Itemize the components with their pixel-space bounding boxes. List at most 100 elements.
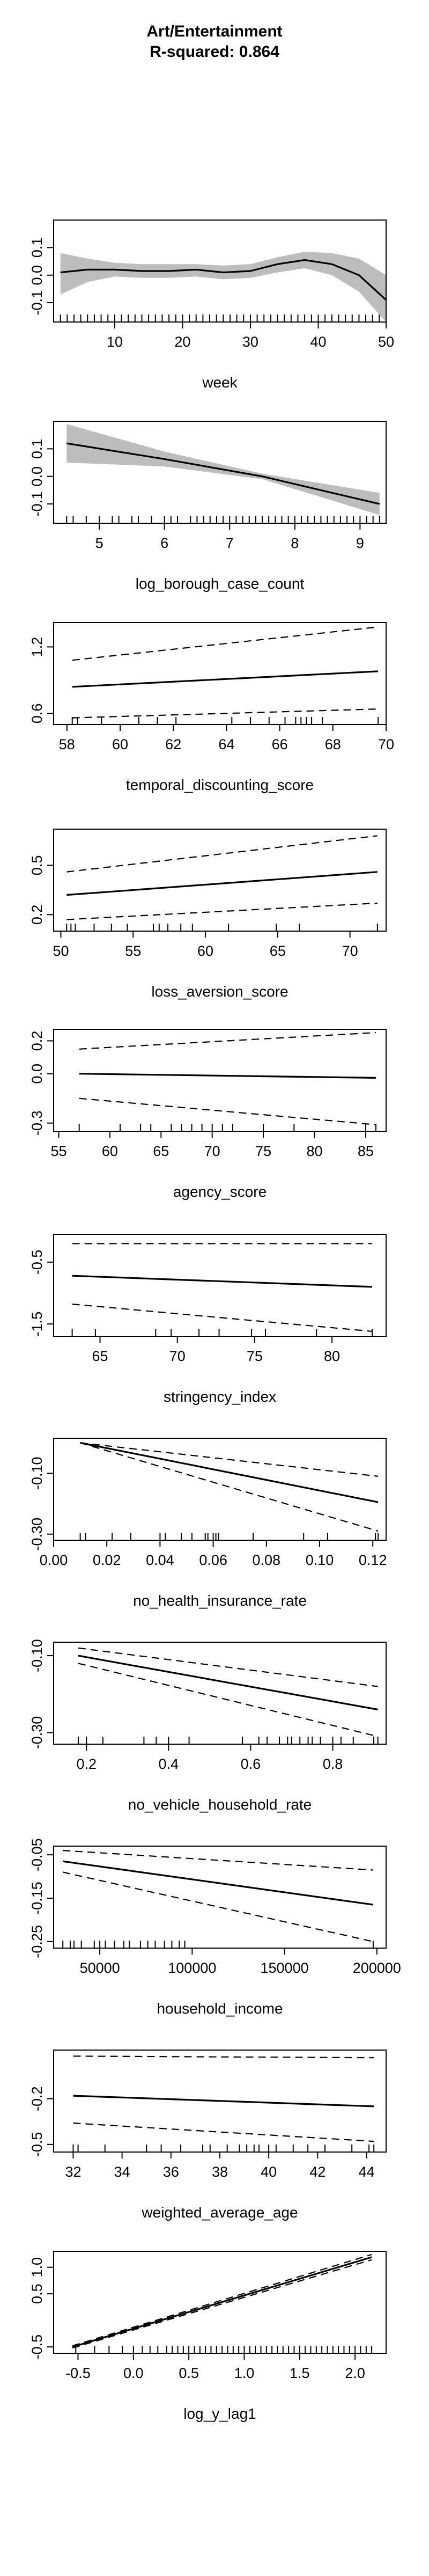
y-tick-label: 0.5	[29, 855, 45, 876]
plot-frame	[53, 829, 387, 932]
x-tick-label: 50	[378, 334, 394, 350]
fitted-effect-line	[73, 2095, 374, 2107]
x-tick-label: 10	[107, 334, 123, 350]
y-tick-label: 0.0	[29, 265, 45, 286]
figure-subtitle: R-squared: 0.864	[150, 43, 279, 61]
upper-ci-line	[63, 1850, 373, 1871]
y-tick-label: -0.05	[29, 1838, 45, 1871]
x-tick-label: 0.6	[241, 1756, 261, 1772]
plot-frame	[53, 421, 387, 524]
confidence-band	[60, 252, 386, 322]
x-tick-label: 70	[169, 1348, 186, 1364]
panel-6: 65 70 75 80 -1.5 -0.5 stringency_index	[29, 1234, 387, 1405]
lower-ci-line	[72, 708, 379, 719]
fitted-effect-line	[62, 1860, 374, 1906]
plot-frame	[53, 2251, 387, 2354]
lower-ci-line	[73, 2123, 374, 2142]
x-tick-label: 0.12	[359, 1552, 387, 1568]
x-tick-label: 70	[378, 736, 394, 752]
y-tick-label: 1.2	[29, 637, 45, 657]
y-tick-label: -0.30	[29, 1716, 45, 1750]
y-tick-label: 1.0	[29, 2257, 45, 2278]
fitted-effect-line	[72, 1275, 373, 1288]
panel-4: 50 55 60 65 70 0.2 0.5 loss_aversion_score	[29, 829, 387, 1000]
x-tick-label: -0.5	[65, 2365, 91, 2381]
x-tick-label: 44	[359, 2164, 375, 2180]
panel-5: 55 60 65 70 75 80 85 -0.3 0.0 0.2 agency_score	[29, 1029, 387, 1200]
y-tick-label: 0.0	[29, 466, 45, 487]
lower-ci-line	[72, 2259, 372, 2349]
y-tick-label: 0.1	[29, 238, 45, 258]
lower-ci-line	[78, 1663, 378, 1737]
fitted-effect-line	[79, 1073, 376, 1079]
panel-1: 10 20 30 40 50 -0.1 0.0 0.1 week	[29, 219, 394, 391]
fitted-effect-line	[60, 259, 387, 301]
x-tick-label: 0.06	[199, 1552, 227, 1568]
y-tick-label: 0.5	[29, 2284, 45, 2304]
lower-ci-line	[79, 1097, 376, 1125]
x-tick-label: 40	[261, 2164, 277, 2180]
plot-frame	[53, 1029, 387, 1132]
x-tick-label: 7	[226, 535, 234, 551]
x-tick-label: 70	[342, 943, 358, 959]
x-axis-title: no_vehicle_household_rate	[128, 1796, 312, 1813]
x-tick-label: 60	[197, 943, 213, 959]
x-tick-label: 75	[255, 1143, 271, 1159]
panel-7: 0.00 0.02 0.04 0.06 0.08 0.10 0.12 -0.30 -0.10 no…	[29, 1438, 387, 1609]
upper-ci-line	[79, 1032, 376, 1050]
panel-10: 32 34 36 38 40 42 44 -0.5 -0.2 weighted_average_a…	[29, 2050, 387, 2221]
x-tick-label: 0.02	[93, 1552, 121, 1568]
plot-frame	[53, 1642, 387, 1745]
plot-frame	[53, 622, 387, 725]
lower-ci-line	[80, 1442, 379, 1532]
lower-ci-line	[62, 1871, 374, 1942]
panel-8: 0.2 0.4 0.6 0.8 -0.30 -0.10 no_vehicle_househo…	[29, 1639, 387, 1813]
x-tick-label: 38	[212, 2164, 228, 2180]
x-tick-label: 100000	[168, 1960, 216, 1976]
x-tick-label: 150000	[261, 1960, 309, 1976]
x-tick-label: 75	[247, 1348, 263, 1364]
x-tick-label: 80	[324, 1348, 340, 1364]
x-axis-title: week	[202, 374, 238, 391]
y-tick-label: -1.5	[29, 1312, 45, 1337]
y-tick-label: -0.25	[29, 1925, 45, 1958]
fitted-effect-line	[80, 1441, 379, 1503]
x-tick-label: 42	[309, 2164, 326, 2180]
y-tick-label: -0.5	[29, 2132, 45, 2157]
fitted-effect-line	[78, 1655, 378, 1711]
panels: 10 20 30 40 50 -0.1 0.0 0.1 week 5 6 7 8 9 -0.1 0.0 0.1 l…	[29, 219, 401, 2422]
x-tick-label: 50000	[80, 1960, 120, 1976]
y-tick-label: -0.15	[29, 1882, 45, 1915]
x-tick-label: 68	[325, 736, 341, 752]
x-tick-label: 60	[102, 1143, 118, 1159]
x-tick-label: 0.08	[253, 1552, 281, 1568]
y-tick-label: -0.10	[29, 1639, 45, 1672]
x-axis-title: loss_aversion_score	[151, 983, 288, 1000]
x-tick-label: 40	[310, 334, 326, 350]
plot-frame	[53, 219, 387, 323]
upper-ci-line	[66, 835, 378, 873]
fitted-effect-line	[72, 670, 379, 688]
y-tick-label: -0.1	[29, 290, 45, 316]
x-tick-label: 80	[306, 1143, 322, 1159]
y-tick-label: 0.0	[29, 1064, 45, 1084]
x-tick-label: 0.04	[146, 1552, 174, 1568]
y-tick-label: 0.2	[29, 1031, 45, 1051]
lower-ci-line	[72, 1304, 373, 1332]
y-tick-label: -0.2	[29, 2086, 45, 2111]
x-tick-label: 64	[218, 736, 234, 752]
x-tick-label: 50	[53, 943, 69, 959]
x-tick-label: 36	[163, 2164, 179, 2180]
y-tick-label: 0.6	[29, 704, 45, 724]
plot-frame	[53, 1234, 387, 1337]
y-tick-label: 0.1	[29, 439, 45, 459]
x-tick-label: 66	[272, 736, 288, 752]
y-tick-label: -0.5	[29, 2334, 45, 2360]
x-tick-label: 65	[153, 1143, 169, 1159]
x-tick-label: 58	[59, 736, 75, 752]
x-tick-label: 0.5	[179, 2365, 199, 2381]
x-tick-label: 1.0	[234, 2365, 255, 2381]
x-axis-title: household_income	[157, 2000, 283, 2017]
y-tick-label: 0.2	[29, 905, 45, 925]
fitted-effect-line	[66, 871, 378, 896]
